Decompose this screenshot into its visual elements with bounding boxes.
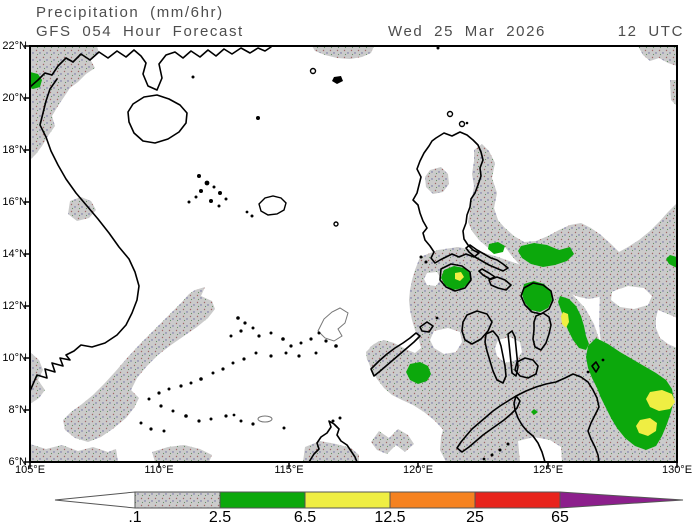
colorbar-segment-orange bbox=[389, 491, 476, 509]
lat-label-10n: 10°N bbox=[2, 352, 27, 364]
china-coastline bbox=[31, 47, 272, 91]
lat-label-22n: 22°N bbox=[2, 40, 27, 52]
colorbar-segment-green bbox=[219, 491, 306, 509]
lat-label-8n: 8°N bbox=[8, 404, 27, 416]
lat-label-16n: 16°N bbox=[2, 196, 27, 208]
lon-label-130e: 130°E bbox=[661, 464, 693, 476]
colorbar-segment-yellow bbox=[304, 491, 391, 509]
graticule-ticks bbox=[24, 45, 678, 468]
model-run-title: GFS 054 Hour Forecast bbox=[36, 23, 244, 40]
lon-label-120e: 120°E bbox=[402, 464, 434, 476]
valid-date: Wed 25 Mar 2026 bbox=[388, 23, 546, 40]
lat-label-14n: 14°N bbox=[2, 248, 27, 260]
valid-hour: 12 UTC bbox=[617, 23, 684, 40]
coastline-layer bbox=[31, 47, 600, 461]
precip-yellow-layer bbox=[455, 272, 675, 436]
colorbar-above-arrow bbox=[559, 491, 684, 509]
colorbar-segment-red bbox=[474, 491, 561, 509]
colorbar-below-arrow bbox=[54, 491, 136, 509]
luzon-island bbox=[412, 131, 484, 264]
precip-green-layer bbox=[31, 72, 676, 450]
lon-label-115e: 115°E bbox=[274, 464, 304, 476]
precip-gray-layer bbox=[31, 47, 676, 461]
legend-label-3: 12.5 bbox=[374, 509, 406, 525]
palawan-island bbox=[370, 332, 421, 377]
colorbar-segment-gray bbox=[134, 491, 221, 509]
lat-label-20n: 20°N bbox=[2, 92, 27, 104]
samar-island bbox=[520, 282, 554, 315]
lat-label-18n: 18°N bbox=[2, 144, 27, 156]
mindoro-island bbox=[439, 263, 472, 292]
macclesfield-reef-ring bbox=[258, 195, 287, 216]
product-title: Precipitation (mm/6hr) bbox=[36, 4, 224, 21]
legend-label-4: 25 bbox=[466, 509, 484, 525]
legend-label-1: 2.5 bbox=[208, 509, 232, 525]
lat-label-12n: 12°N bbox=[2, 300, 27, 312]
panay-island bbox=[461, 310, 493, 345]
borneo-coastline bbox=[308, 420, 358, 461]
lon-label-105e: 105°E bbox=[14, 464, 46, 476]
legend-label-2: 6.5 bbox=[293, 509, 317, 525]
island-specks bbox=[139, 47, 605, 461]
legend-label-0: .1 bbox=[128, 509, 142, 525]
lat-label-6n: 6°N bbox=[8, 456, 27, 468]
mindanao-island bbox=[513, 373, 600, 461]
vietnam-coastline bbox=[31, 78, 140, 391]
lon-label-125e: 125°E bbox=[532, 464, 564, 476]
reed-bank-outline bbox=[317, 307, 349, 342]
hainan-island bbox=[127, 94, 188, 144]
colorbar bbox=[54, 491, 684, 509]
legend-label-5: 65 bbox=[551, 509, 569, 525]
valid-time-block: Wed 25 Mar 2026 12 UTC bbox=[388, 23, 684, 40]
lon-label-110e: 110°E bbox=[144, 464, 174, 476]
